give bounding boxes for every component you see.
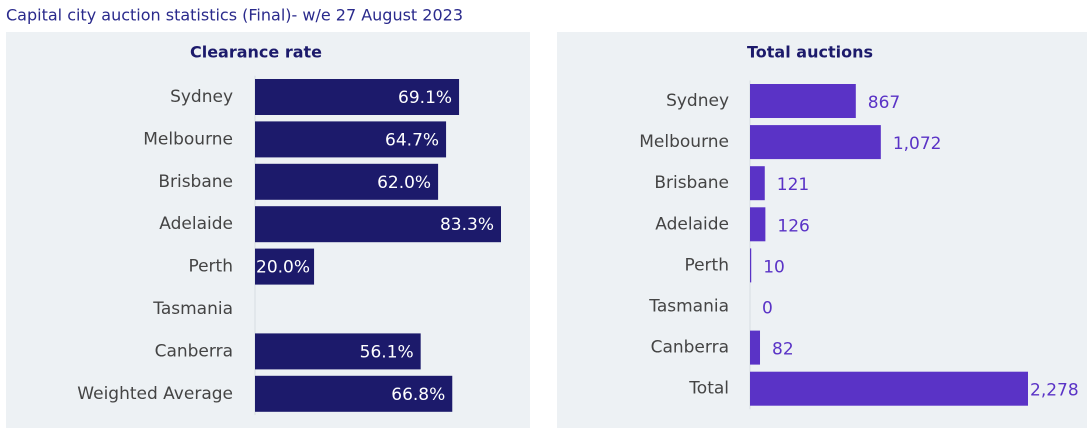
category-label: Brisbane [654, 173, 729, 193]
category-label: Sydney [170, 87, 233, 107]
value-label: 20.0% [256, 258, 310, 278]
value-label: 1,072 [893, 134, 942, 154]
bar [750, 125, 881, 160]
bar [750, 166, 765, 201]
category-label: Perth [684, 255, 729, 275]
bar [255, 163, 439, 200]
chart-title: Clearance rate [190, 43, 322, 62]
category-label: Adelaide [159, 214, 233, 234]
bar [750, 371, 1028, 406]
value-label: 0 [762, 299, 773, 319]
page-title: Capital city auction statistics (Final)-… [6, 6, 463, 25]
value-label: 56.1% [360, 342, 414, 362]
bar [255, 121, 447, 158]
value-label: 126 [777, 216, 809, 236]
bar [750, 248, 752, 283]
value-label: 867 [868, 93, 900, 113]
category-label: Adelaide [655, 214, 729, 234]
bar [255, 79, 460, 115]
category-label: Total [688, 379, 729, 399]
value-label: 10 [763, 257, 785, 277]
chart-title: Total auctions [747, 43, 873, 62]
category-label: Canberra [651, 338, 729, 358]
value-label: 69.1% [398, 88, 452, 108]
bar [750, 84, 856, 118]
value-label: 66.8% [391, 385, 445, 405]
category-label: Weighted Average [77, 384, 233, 404]
category-label: Melbourne [143, 129, 233, 149]
bar [255, 333, 421, 370]
category-label: Canberra [155, 341, 233, 361]
bar [255, 206, 501, 243]
value-label: 121 [777, 175, 809, 195]
value-label: 83.3% [440, 215, 494, 235]
category-label: Brisbane [158, 172, 233, 192]
category-label: Melbourne [639, 132, 729, 152]
value-label: 2,278 [1030, 381, 1079, 401]
category-label: Perth [188, 257, 233, 277]
value-label: 62.0% [377, 173, 431, 193]
bar [750, 207, 766, 242]
bar [255, 248, 315, 285]
value-label: 64.7% [385, 130, 439, 150]
category-label: Tasmania [152, 299, 233, 319]
bar [750, 330, 761, 365]
category-label: Tasmania [648, 297, 729, 317]
bar [255, 375, 453, 412]
value-label: 82 [772, 340, 794, 360]
category-label: Sydney [666, 91, 729, 111]
